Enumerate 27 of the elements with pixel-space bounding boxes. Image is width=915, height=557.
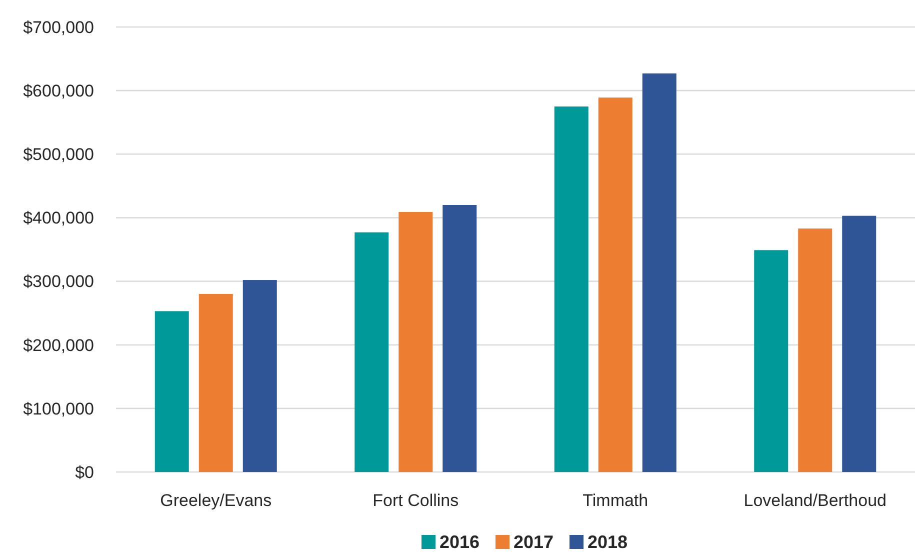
legend-label: 2018 xyxy=(588,532,628,552)
bar xyxy=(798,228,832,472)
y-tick-label: $200,000 xyxy=(23,336,94,355)
x-tick-label: Fort Collins xyxy=(372,491,459,510)
bar xyxy=(842,216,876,472)
bar xyxy=(598,98,632,472)
x-tick-label: Timmath xyxy=(582,491,648,510)
bar xyxy=(198,294,233,472)
bar xyxy=(154,311,189,472)
y-tick-label: $0 xyxy=(75,462,94,482)
legend-label: 2016 xyxy=(440,532,480,552)
bar xyxy=(754,250,788,472)
y-tick-label: $300,000 xyxy=(23,272,94,292)
y-tick-label: $100,000 xyxy=(23,399,94,418)
bar xyxy=(242,280,277,472)
x-tick-label: Loveland/Berthoud xyxy=(744,491,886,510)
bar xyxy=(442,205,477,472)
y-tick-label: $600,000 xyxy=(23,82,94,101)
bar xyxy=(642,73,676,472)
bar xyxy=(398,212,433,472)
bar xyxy=(554,106,588,472)
legend-label: 2017 xyxy=(514,532,554,552)
x-tick-label: Greeley/Evans xyxy=(160,491,272,510)
y-tick-label: $700,000 xyxy=(23,18,94,37)
y-tick-label: $500,000 xyxy=(23,145,94,164)
bar xyxy=(354,232,389,472)
y-tick-label: $400,000 xyxy=(23,208,94,228)
